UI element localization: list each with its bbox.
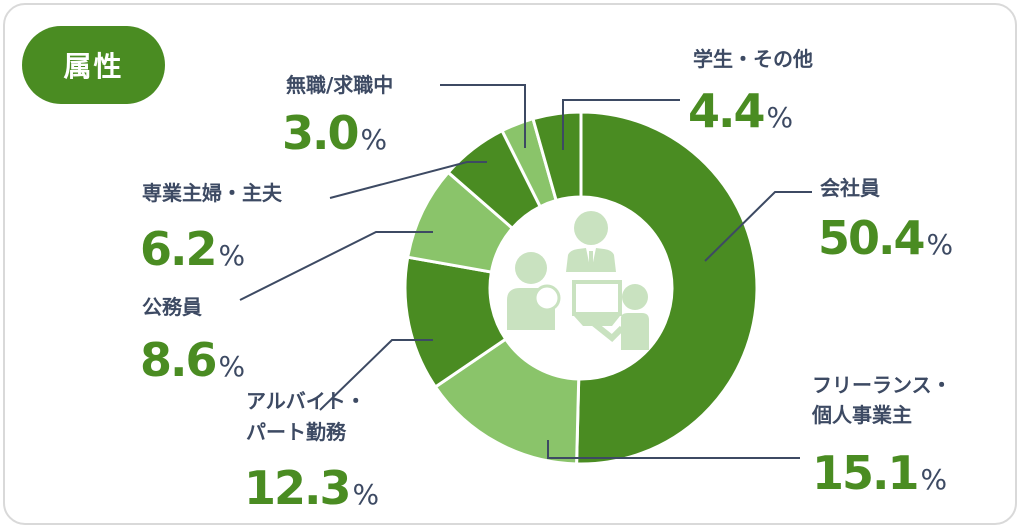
title-badge: 属性 bbox=[22, 26, 165, 104]
label-gakusei: 学生・その他 bbox=[693, 47, 813, 71]
leader-line-koumuin bbox=[239, 231, 433, 301]
value-freelance: 15.1% bbox=[812, 450, 947, 496]
value-number: 3.0 bbox=[282, 106, 359, 160]
value-number: 12.3 bbox=[244, 461, 351, 515]
label-freelance-line1: フリーランス・ bbox=[812, 373, 952, 397]
value-unit: % bbox=[218, 239, 246, 272]
value-number: 8.6 bbox=[140, 333, 217, 387]
leader-line-mushoku bbox=[440, 84, 526, 148]
donut-slice-0 bbox=[575, 110, 759, 466]
donut-slice-6 bbox=[531, 110, 583, 203]
leader-line-kaishain bbox=[704, 191, 812, 262]
value-unit: % bbox=[352, 478, 380, 511]
value-unit: % bbox=[360, 123, 388, 156]
leader-line-gakusei bbox=[562, 99, 680, 150]
people-icon bbox=[507, 211, 649, 350]
value-number: 6.2 bbox=[140, 222, 217, 276]
label-part-line1: アルバイト・ bbox=[246, 389, 366, 413]
label-mushoku: 無職/求職中 bbox=[286, 73, 394, 97]
donut-slice-1 bbox=[433, 337, 581, 466]
leader-line-part bbox=[319, 339, 433, 411]
value-shufu: 6.2% bbox=[140, 226, 245, 272]
value-kaishain: 50.4% bbox=[818, 215, 953, 261]
label-shufu: 専業主婦・主夫 bbox=[142, 181, 282, 205]
value-unit: % bbox=[920, 463, 948, 496]
label-freelance-line2: 個人事業主 bbox=[812, 403, 912, 427]
leader-line-shufu bbox=[329, 161, 487, 199]
value-unit: % bbox=[218, 350, 246, 383]
value-unit: % bbox=[766, 101, 794, 134]
value-number: 50.4 bbox=[818, 211, 925, 265]
label-kaishain: 会社員 bbox=[820, 176, 880, 200]
label-koumuin: 公務員 bbox=[142, 295, 202, 319]
value-gakusei: 4.4% bbox=[688, 88, 793, 134]
value-number: 15.1 bbox=[812, 446, 919, 500]
value-unit: % bbox=[926, 228, 954, 261]
label-part-line2: パート勤務 bbox=[246, 420, 346, 444]
value-koumuin: 8.6% bbox=[140, 337, 245, 383]
value-part: 12.3% bbox=[244, 465, 379, 511]
leader-line-freelance bbox=[547, 440, 800, 459]
value-mushoku: 3.0% bbox=[282, 110, 387, 156]
value-number: 4.4 bbox=[688, 84, 765, 138]
